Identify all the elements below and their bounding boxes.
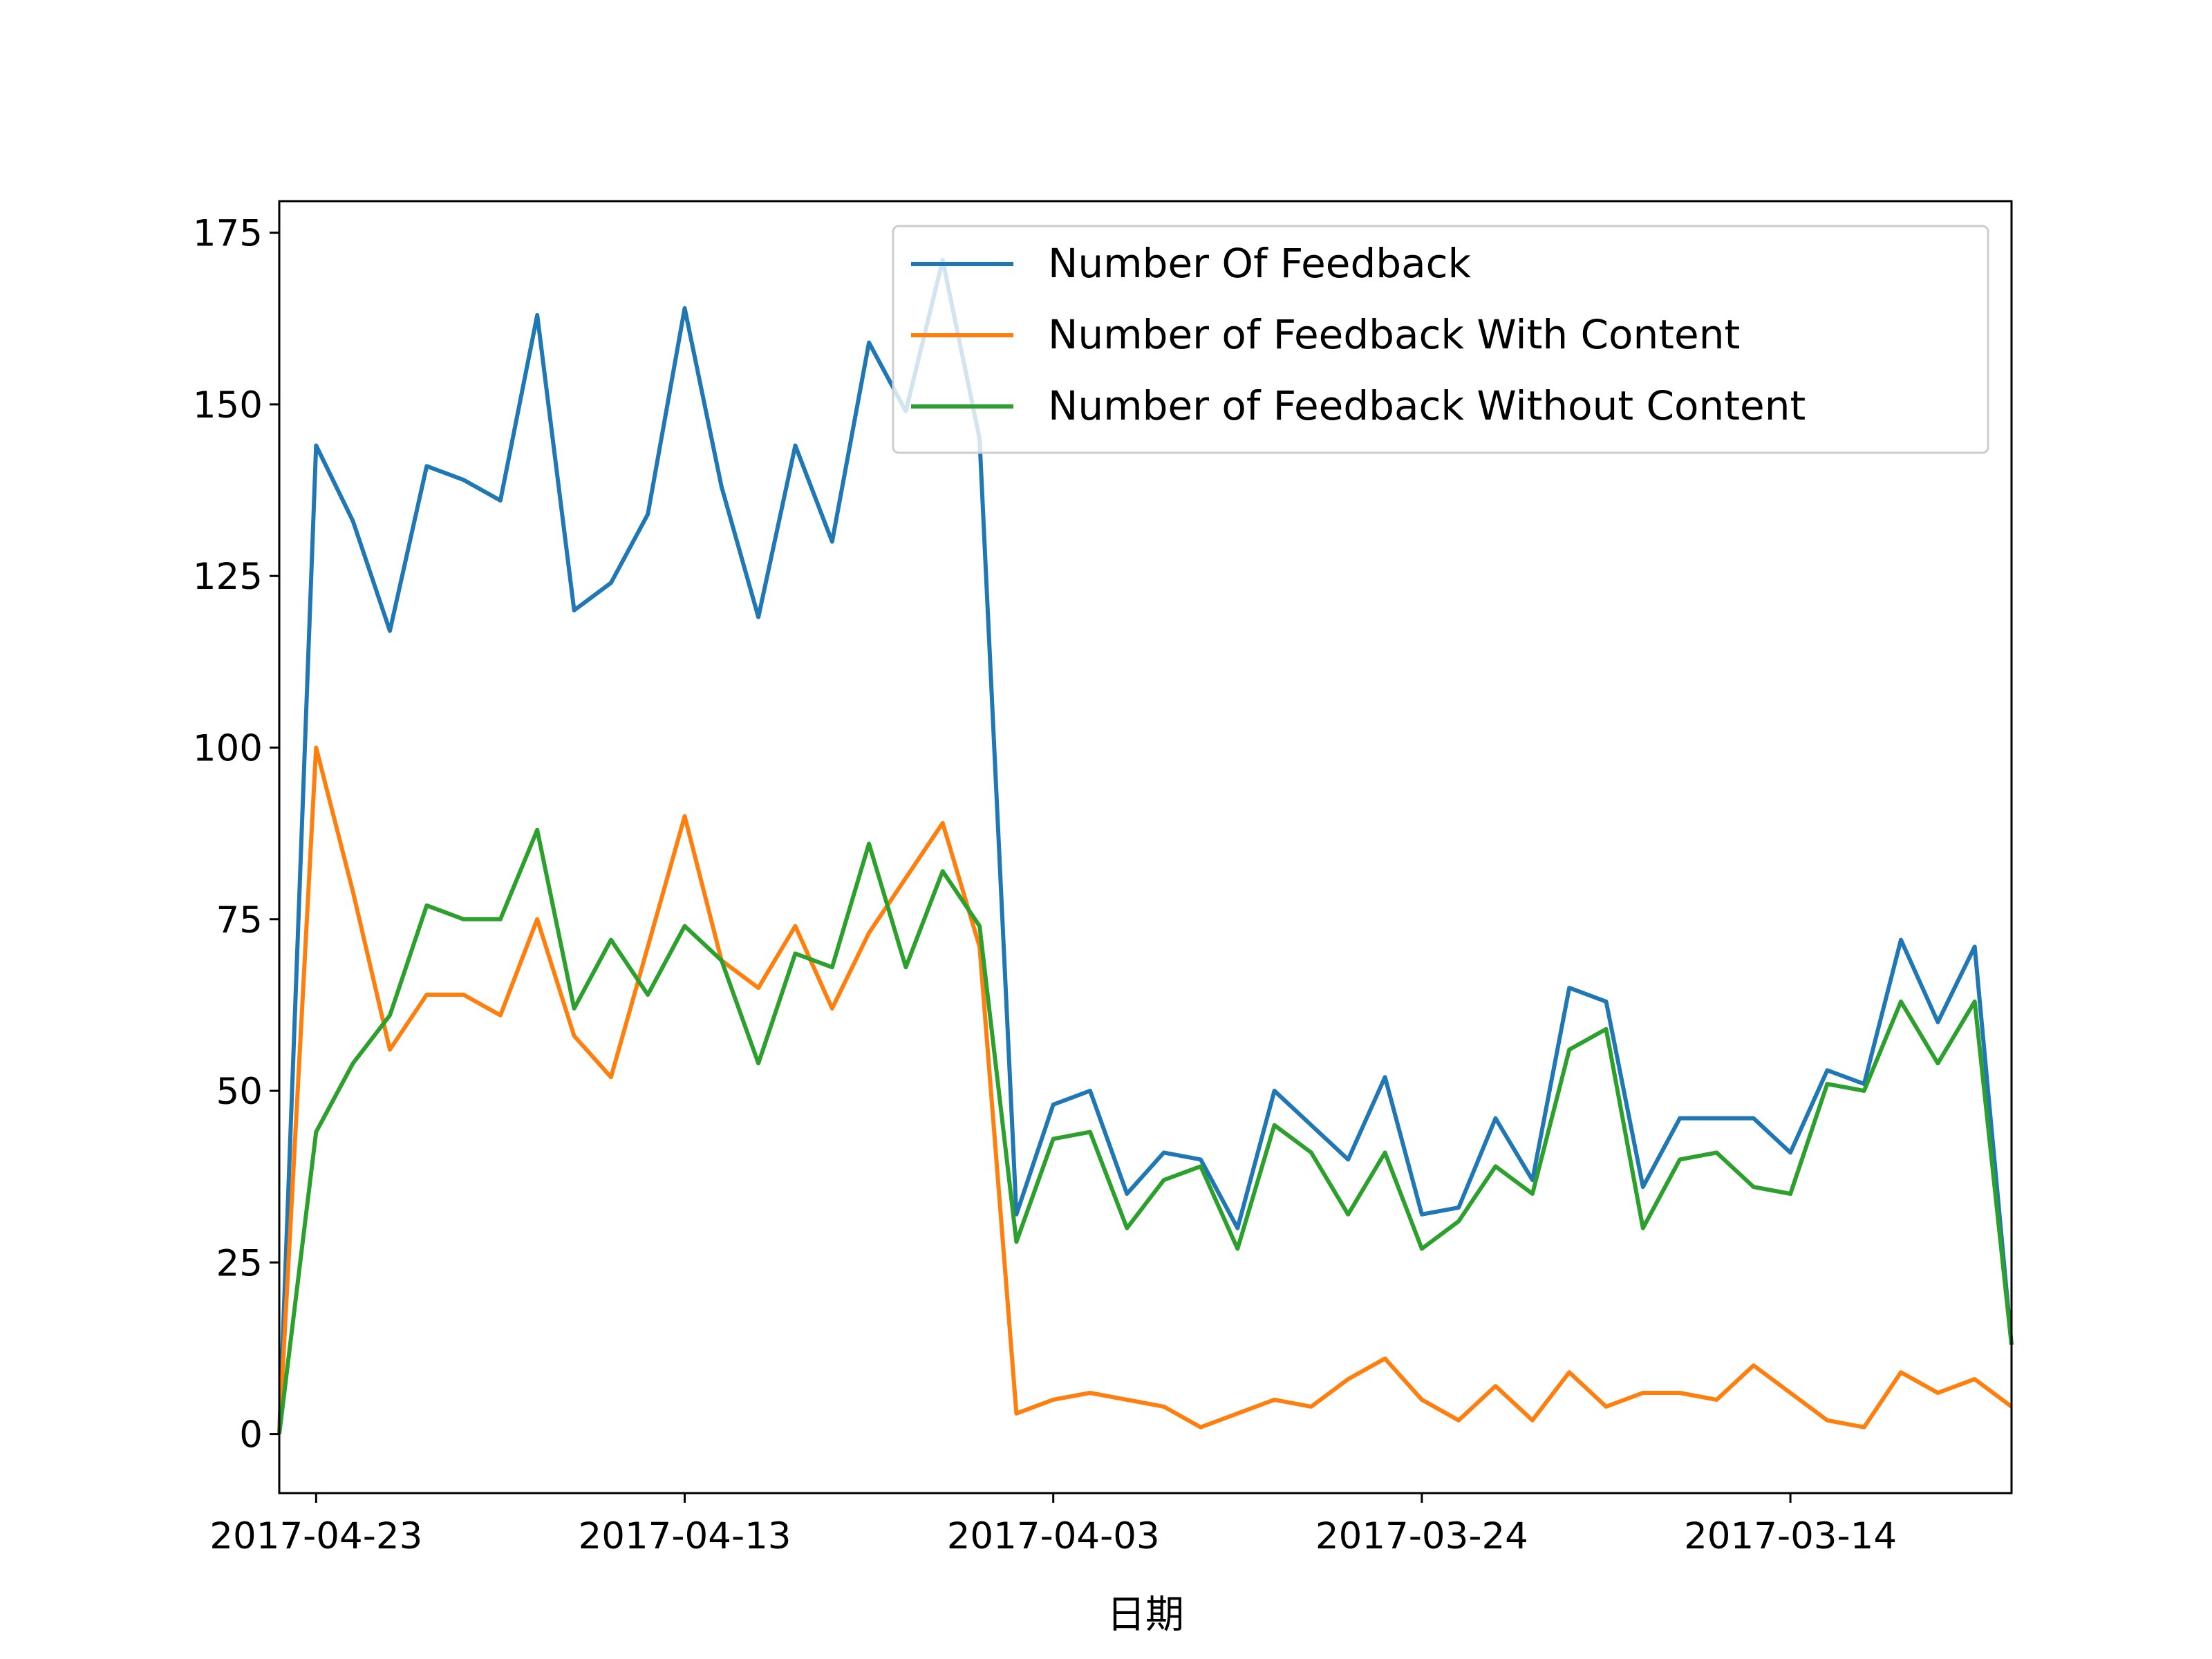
- y-tick-label: 125: [193, 556, 263, 598]
- legend-items: Number Of Feedback Number of Feedback Wit…: [911, 240, 1806, 429]
- x-tick-label: 2017-04-13: [579, 1515, 791, 1557]
- legend: Number Of Feedback Number of Feedback Wit…: [892, 225, 1989, 454]
- x-tick-label: 2017-03-14: [1684, 1515, 1897, 1557]
- y-tick-label: 100: [193, 728, 263, 770]
- x-tick-label: 2017-04-03: [947, 1515, 1160, 1557]
- y-tick-label: 50: [216, 1071, 263, 1113]
- x-tick-label: 2017-04-23: [209, 1515, 422, 1557]
- x-axis-label: 日期: [1107, 1593, 1184, 1638]
- legend-label-1: Number Of Feedback: [1048, 240, 1472, 287]
- x-axis: 2017-04-23 2017-04-13 2017-04-03 2017-03-24…: [209, 1493, 1897, 1557]
- y-tick-label: 175: [193, 213, 263, 255]
- series-line-1: [277, 258, 2014, 1434]
- series-line-3: [277, 827, 2014, 1434]
- legend-box: [892, 225, 1989, 454]
- plot-frame: [278, 200, 2013, 1494]
- y-axis: 0 25 50 75 100 125 150 175: [193, 213, 279, 1456]
- series-layer: [277, 258, 2014, 1434]
- legend-label-3: Number of Feedback Without Content: [1048, 382, 1806, 429]
- legend-label-2: Number of Feedback With Content: [1048, 311, 1740, 358]
- y-tick-label: 75: [216, 899, 263, 941]
- y-tick-label: 150: [193, 384, 263, 427]
- x-tick-label: 2017-03-24: [1315, 1515, 1528, 1557]
- series-line-2: [277, 745, 2013, 1434]
- y-tick-label: 25: [216, 1242, 263, 1284]
- y-tick-label: 0: [239, 1414, 263, 1456]
